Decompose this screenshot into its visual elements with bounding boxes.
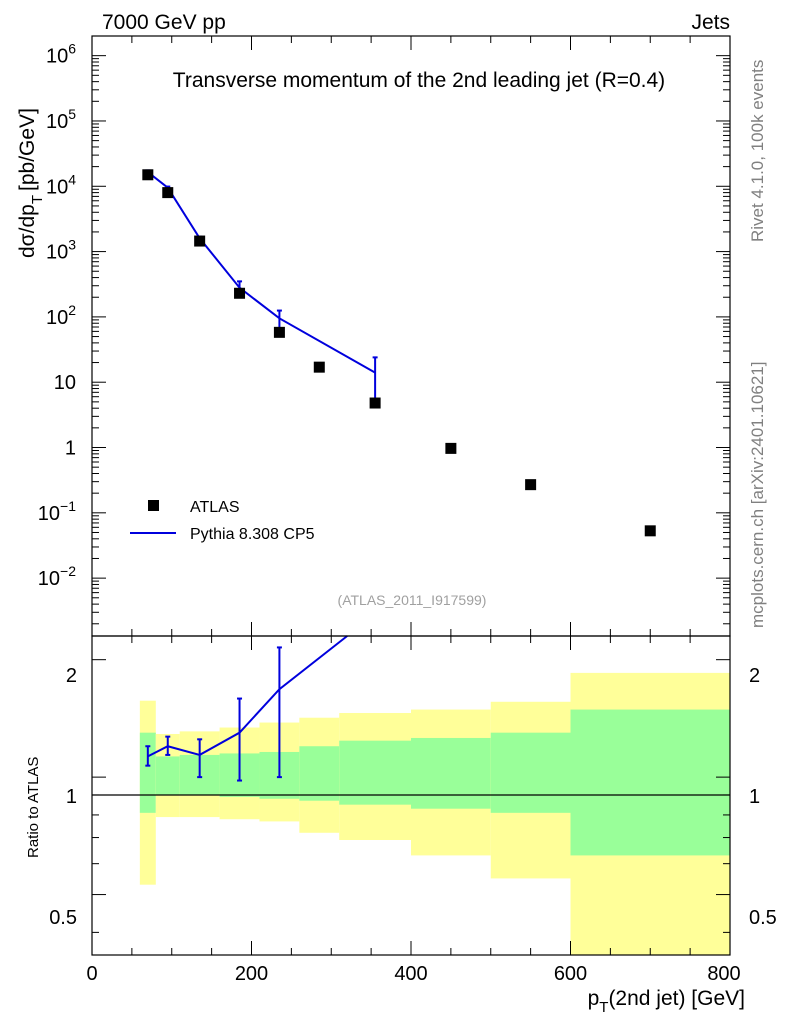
- main-y-tick-label: 106: [46, 41, 76, 68]
- data-point: [234, 287, 246, 299]
- data-point: [369, 397, 381, 409]
- main-y-tick-label: 105: [46, 106, 76, 133]
- legend-pythia-label: Pythia 8.308 CP5: [190, 526, 315, 543]
- data-point: [162, 187, 174, 199]
- band-inner: [570, 709, 730, 856]
- y-axis-unit: [pb/GeV]: [16, 108, 39, 191]
- data-point: [644, 525, 656, 537]
- main-frame: [91, 35, 731, 637]
- y-axis-main: dσ/dp: [16, 204, 39, 258]
- x-axis-main: p: [588, 987, 600, 1010]
- x-axis-title: pT(2nd jet) [GeV]: [588, 987, 745, 1016]
- tick-base: 1: [65, 438, 76, 460]
- tick-exponent: −1: [60, 498, 76, 514]
- main-y-tick-label: 103: [46, 237, 76, 264]
- tick-base: 10: [46, 176, 68, 198]
- band-inner: [299, 746, 340, 801]
- tick-base: 10: [38, 568, 60, 590]
- ratio-y-tick-label-0.5-right: 0.5: [749, 907, 777, 929]
- main-y-tick-label: 10−1: [38, 498, 76, 525]
- data-point: [194, 235, 206, 247]
- ratio-y-tick-label-2-left: 2: [66, 665, 77, 687]
- tick-base: 10: [54, 372, 76, 394]
- mcplots-label: mcplots.cern.ch [arXiv:2401.10621]: [748, 362, 767, 628]
- mc-line: [147, 171, 376, 374]
- ratio-y-tick-label-1-right: 1: [749, 786, 760, 808]
- ratio-y-tick-label-0.5-left: 0.5: [49, 907, 77, 929]
- tick-exponent: 2: [68, 302, 76, 318]
- tick-exponent: −2: [60, 563, 76, 579]
- band-inner: [339, 740, 411, 805]
- main-y-tick-label: 104: [46, 171, 76, 198]
- ratio-bands: [139, 672, 730, 955]
- data-point: [313, 361, 325, 373]
- legend-atlas-marker: [148, 500, 159, 511]
- data-point: [525, 479, 537, 491]
- main-ticks: [91, 35, 731, 636]
- tick-base: 10: [46, 307, 68, 329]
- tick-exponent: 4: [68, 171, 76, 187]
- data-point: [273, 326, 285, 338]
- main-y-tick-label: 10: [54, 372, 76, 394]
- main-y-tick-label: 1: [65, 438, 76, 460]
- main-y-tick-label: 102: [46, 302, 76, 329]
- tick-base: 10: [46, 111, 68, 133]
- x-tick-label-400: 400: [394, 963, 427, 985]
- ratio-ticks: [91, 636, 731, 955]
- ratio-panel: [91, 635, 731, 956]
- band-inner: [155, 756, 180, 795]
- x-tick-label-0: 0: [86, 963, 97, 985]
- data-point: [142, 169, 154, 181]
- legend-atlas-label: ATLAS: [190, 499, 240, 516]
- tick-exponent: 5: [68, 106, 76, 122]
- rivet-version-label: Rivet 4.1.0, 100k events: [748, 60, 767, 242]
- analysis-id: (ATLAS_2011_I917599): [338, 592, 487, 608]
- main-series-layer: [142, 169, 656, 537]
- main-y-axis-title: dσ/dpT [pb/GeV]: [16, 108, 46, 258]
- main-y-tick-label: 10−2: [38, 563, 76, 590]
- legend: ATLAS Pythia 8.308 CP5: [130, 499, 315, 543]
- x-tick-label-600: 600: [554, 963, 587, 985]
- process-label: Jets: [691, 11, 730, 34]
- x-tick-label-800: 800: [707, 963, 740, 985]
- y-axis-sub: T: [29, 195, 46, 204]
- tick-exponent: 6: [68, 41, 76, 57]
- x-axis-rest: (2nd jet) [GeV]: [608, 987, 745, 1010]
- x-axis-sub: T: [599, 999, 608, 1016]
- plot-title: Transverse momentum of the 2nd leading j…: [173, 69, 665, 92]
- ratio-y-tick-label-1-left: 1: [66, 786, 77, 808]
- energy-label: 7000 GeV pp: [102, 11, 226, 34]
- x-tick-label-200: 200: [235, 963, 268, 985]
- ratio-series-layer: [145, 635, 348, 782]
- data-point: [445, 442, 457, 454]
- band-inner: [139, 732, 156, 813]
- tick-base: 10: [46, 242, 68, 264]
- band-inner: [411, 737, 491, 809]
- ratio-mc-line: [147, 635, 348, 758]
- band-inner: [490, 732, 571, 813]
- ratio-y-axis-title: Ratio to ATLAS: [25, 757, 42, 858]
- tick-base: 10: [46, 46, 68, 68]
- ratio-y-tick-label-2-right: 2: [749, 665, 760, 687]
- tick-exponent: 3: [68, 237, 76, 253]
- tick-base: 10: [38, 503, 60, 525]
